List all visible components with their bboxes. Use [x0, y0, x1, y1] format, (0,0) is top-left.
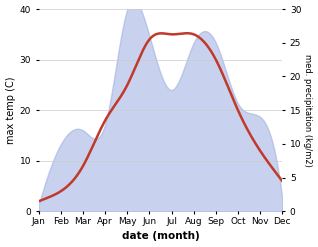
Y-axis label: max temp (C): max temp (C) — [5, 76, 16, 144]
Y-axis label: med. precipitation (kg/m2): med. precipitation (kg/m2) — [303, 54, 313, 167]
X-axis label: date (month): date (month) — [122, 231, 199, 242]
